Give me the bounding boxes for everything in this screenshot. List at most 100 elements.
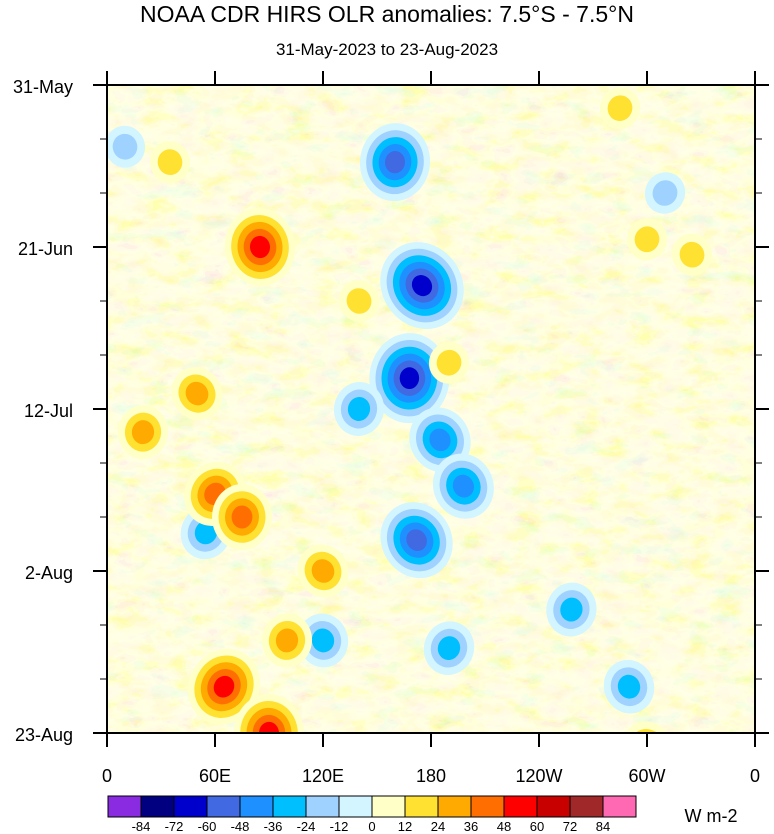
x-tick-label: 180	[416, 766, 446, 786]
colorbar-tick-label: -12	[330, 819, 349, 834]
colorbar-swatch	[206, 795, 241, 818]
colorbar-units: W m-2	[685, 806, 738, 826]
anomaly-contour	[607, 95, 633, 121]
anomaly-feature	[149, 141, 191, 184]
x-tick-label: 60E	[199, 766, 231, 786]
colorbar-tick-label: 36	[464, 819, 478, 834]
axes: 31-May 21-Jun 12-Jul 2-Aug 23-Aug 0 60E 120E 180…	[13, 71, 769, 786]
anomaly-contour	[346, 288, 372, 314]
anomaly-feature	[211, 484, 273, 550]
anomaly-contour	[560, 597, 583, 622]
anomaly-feature	[107, 125, 146, 168]
colorbar-tick-label: 60	[530, 819, 544, 834]
anomaly-feature	[626, 218, 668, 261]
colorbar-tick-label: -24	[297, 819, 316, 834]
anomaly-contour	[249, 235, 271, 259]
anomaly-feature	[338, 280, 380, 322]
anomaly-contour	[185, 381, 209, 406]
anomaly-contour	[231, 505, 253, 529]
colorbar-swatch	[305, 795, 340, 818]
colorbar-tick-label: 0	[368, 819, 375, 834]
colorbar-swatch	[602, 795, 637, 818]
plot-area	[106, 84, 756, 734]
anomaly-contour	[275, 628, 299, 653]
y-tick-label: 23-Aug	[15, 725, 73, 745]
anomaly-contour	[634, 226, 660, 253]
anomaly-feature	[117, 405, 169, 460]
anomaly-feature	[359, 123, 431, 202]
colorbar-tick-label: -48	[231, 819, 250, 834]
colorbar-swatch	[437, 795, 472, 818]
colorbar-swatch	[503, 795, 538, 818]
colorbar-swatch	[272, 795, 307, 818]
anomaly-contour	[617, 674, 641, 699]
anomaly-contour	[384, 151, 406, 174]
anomaly-contour	[679, 241, 705, 268]
anomaly-feature	[297, 544, 349, 598]
colorbar-swatch	[536, 795, 571, 818]
colorbar-tick-label: -60	[198, 819, 217, 834]
anomaly-contour	[213, 675, 235, 698]
anomaly-contour	[406, 529, 427, 551]
x-tick-label: 60W	[628, 766, 665, 786]
x-tick-label: 0	[750, 766, 760, 786]
y-tick-label: 31-May	[13, 77, 73, 97]
colorbar-tick-label: -36	[264, 819, 283, 834]
colorbar: -84 -72 -60 -48 -36 -24 -12 0 12 24 36 48 60 72 84 W m-…	[107, 795, 738, 834]
anomaly-contour	[452, 474, 474, 498]
anomaly-field	[107, 87, 713, 733]
colorbar-swatch	[239, 795, 274, 818]
anomaly-feature	[671, 233, 713, 276]
anomaly-contour	[131, 420, 155, 445]
anomaly-feature	[428, 341, 470, 384]
colorbar-swatch	[107, 795, 142, 818]
anomaly-contour	[411, 275, 433, 297]
anomaly-contour	[258, 721, 280, 733]
chart-subtitle: 31-May-2023 to 23-Aug-2023	[275, 40, 499, 59]
anomaly-feature	[333, 382, 385, 436]
anomaly-contour	[652, 180, 678, 206]
anomaly-contour	[347, 397, 371, 421]
anomaly-contour	[311, 559, 335, 583]
anomaly-contour	[311, 628, 335, 653]
anomaly-feature	[423, 621, 475, 675]
y-tick-label: 2-Aug	[25, 563, 73, 583]
anomaly-feature	[380, 242, 464, 329]
colorbar-tick-label: 48	[497, 819, 511, 834]
x-tick-label: 120W	[515, 766, 562, 786]
anomaly-contour	[112, 133, 138, 160]
anomaly-feature	[369, 333, 450, 424]
anomaly-feature	[644, 172, 686, 214]
colorbar-tick-label: 24	[431, 819, 445, 834]
anomaly-feature	[224, 208, 296, 286]
colorbar-tick-label: 12	[398, 819, 412, 834]
anomaly-contour	[157, 149, 183, 176]
colorbar-tick-label: 72	[563, 819, 577, 834]
x-tick-label: 120E	[302, 766, 344, 786]
colorbar-swatch	[404, 795, 439, 818]
x-tick-label: 0	[102, 766, 112, 786]
y-tick-label: 21-Jun	[18, 239, 73, 259]
anomaly-feature	[187, 648, 261, 725]
anomaly-feature	[297, 613, 349, 668]
colorbar-swatch	[470, 795, 505, 818]
colorbar-swatch	[140, 795, 175, 818]
anomaly-contour	[399, 367, 420, 390]
anomaly-feature	[233, 694, 305, 733]
anomaly-feature	[409, 407, 471, 473]
anomaly-feature	[603, 659, 655, 714]
colorbar-tick-label: 84	[596, 819, 610, 834]
anomaly-feature	[171, 367, 223, 421]
y-tick-label: 12-Jul	[24, 401, 73, 421]
colorbar-tick-label: -84	[132, 819, 151, 834]
anomaly-contour	[429, 428, 451, 452]
anomaly-contour	[252, 714, 286, 733]
colorbar-swatch	[371, 795, 406, 818]
anomaly-contour	[436, 349, 462, 376]
colorbar-swatch	[338, 795, 373, 818]
anomaly-contour	[194, 520, 218, 545]
anomaly-feature	[599, 87, 641, 130]
anomaly-feature	[261, 613, 313, 668]
colorbar-swatch	[569, 795, 604, 818]
